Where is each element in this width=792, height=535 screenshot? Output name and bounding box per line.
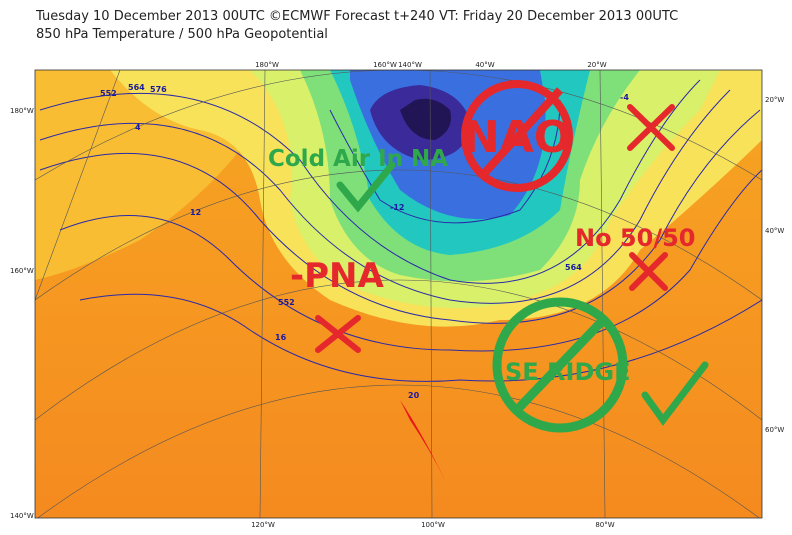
bottom-label: 120°W (251, 521, 275, 529)
contour-label: 552 (278, 298, 295, 307)
top-label: 160°W (373, 61, 397, 69)
contour-label: -4 (620, 93, 629, 102)
contour-label: 576 (150, 85, 167, 94)
contour-label: 16 (275, 333, 287, 342)
map-frame (34, 69, 763, 519)
contour-label: 564 (128, 83, 145, 92)
contour-label: 12 (190, 208, 201, 217)
top-label: 140°W (398, 61, 422, 69)
annotation: NAO (463, 112, 571, 163)
left-label: 160°W (10, 267, 34, 275)
annotation: SE RIDGE (505, 358, 630, 386)
top-label: 40°W (475, 61, 494, 69)
right-label: 20°W (765, 96, 784, 104)
top-label: 180°W (255, 61, 279, 69)
header-line: Tuesday 10 December 2013 00UTC ©ECMWF Fo… (35, 9, 678, 24)
top-label: 20°W (587, 61, 606, 69)
header-line: 850 hPa Temperature / 500 hPa Geopotenti… (36, 27, 328, 42)
contour-label: 20 (408, 391, 420, 400)
map (35, 70, 762, 518)
annotation: -PNA (290, 256, 384, 296)
right-label: 40°W (765, 227, 784, 235)
contour-label: -12 (390, 203, 404, 212)
contour-label: 4 (135, 123, 141, 132)
contour-label: 552 (100, 89, 117, 98)
right-label: 60°W (765, 426, 784, 434)
bottom-label: 80°W (595, 521, 614, 529)
annotation: No 50/50 (575, 224, 696, 252)
annotation: Cold Air In NA (268, 146, 448, 172)
annotation-marks (315, 80, 709, 433)
bottom-label: 100°W (421, 521, 445, 529)
left-label: 140°W (10, 512, 34, 520)
contour-label: 564 (565, 263, 582, 272)
left-label: 180°W (10, 107, 34, 115)
